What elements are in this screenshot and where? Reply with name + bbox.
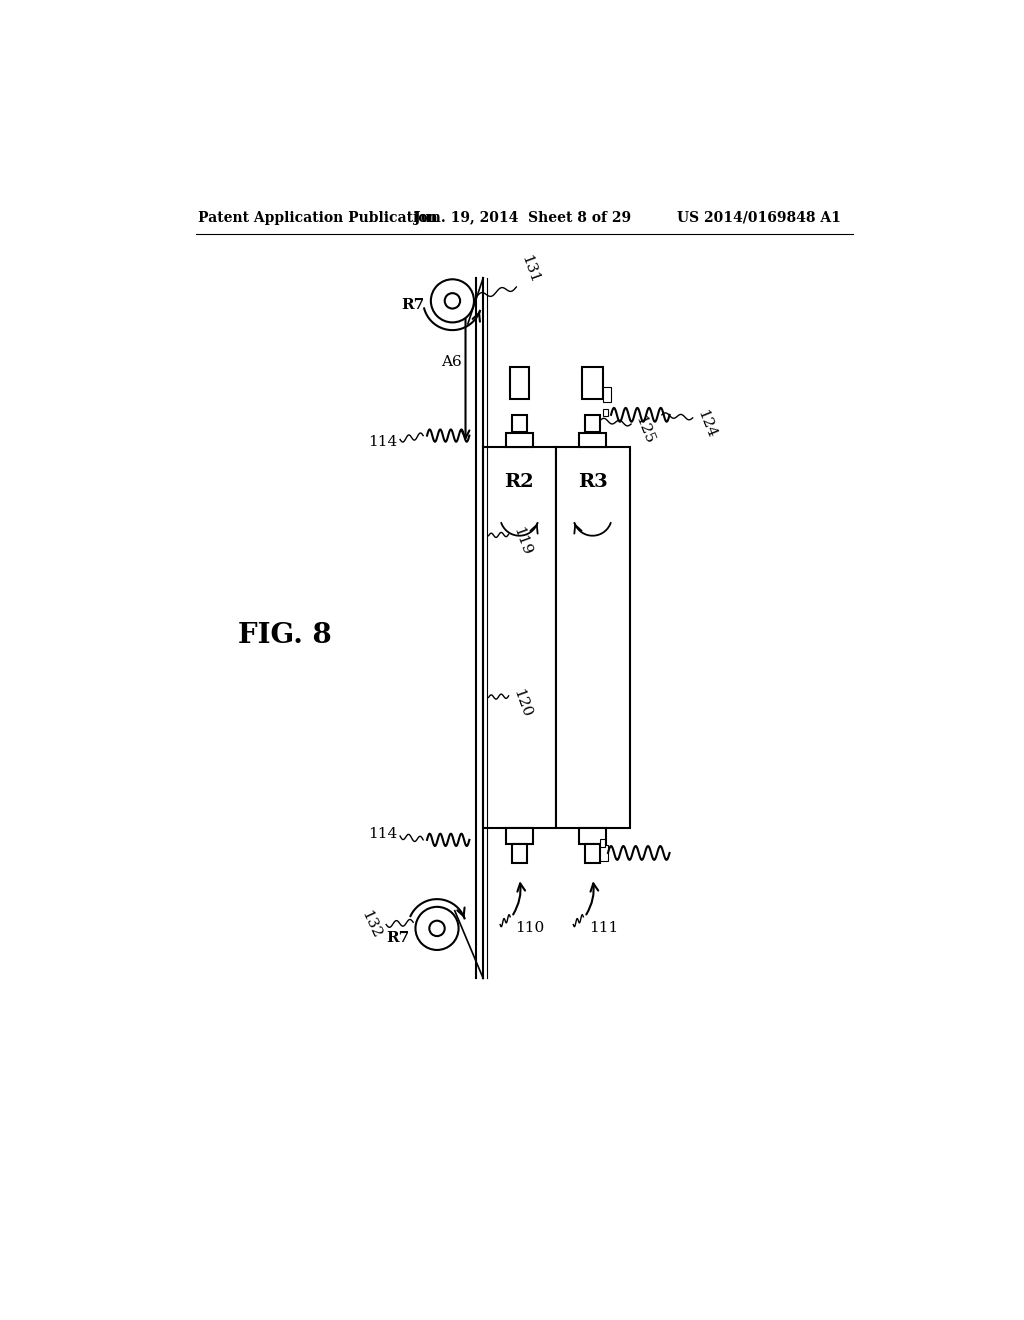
Bar [483,447,556,829]
Bar [600,840,605,847]
Bar [579,829,606,843]
Circle shape [444,293,460,309]
Text: FIG. 8: FIG. 8 [238,622,332,649]
Bar [512,414,527,432]
Bar [585,414,600,432]
Text: US 2014/0169848 A1: US 2014/0169848 A1 [677,211,841,224]
Text: R3: R3 [578,473,607,491]
Bar [585,843,600,863]
Text: 111: 111 [589,921,617,936]
Bar [582,367,603,400]
Text: A6: A6 [441,355,462,370]
Bar [512,843,527,863]
Bar [600,845,608,861]
Bar [556,447,630,829]
Circle shape [416,907,459,950]
Text: 110: 110 [515,921,545,936]
Text: 114: 114 [369,434,397,449]
Text: 114: 114 [369,826,397,841]
Bar [506,433,534,447]
Text: R7: R7 [401,298,425,312]
Text: R2: R2 [505,473,535,491]
Text: Patent Application Publication: Patent Application Publication [199,211,438,224]
Text: 120: 120 [510,688,534,719]
Text: 132: 132 [358,908,383,941]
Text: R7: R7 [386,931,410,945]
Bar [603,409,608,416]
Circle shape [431,280,474,322]
Bar [510,367,528,400]
Text: 119: 119 [510,525,534,558]
Circle shape [429,921,444,936]
Text: Jun. 19, 2014  Sheet 8 of 29: Jun. 19, 2014 Sheet 8 of 29 [414,211,631,224]
Bar [603,387,611,403]
Text: 131: 131 [518,253,541,285]
Bar [506,829,534,843]
Text: 125: 125 [633,414,656,446]
Text: 124: 124 [694,408,718,441]
Bar [579,433,606,447]
